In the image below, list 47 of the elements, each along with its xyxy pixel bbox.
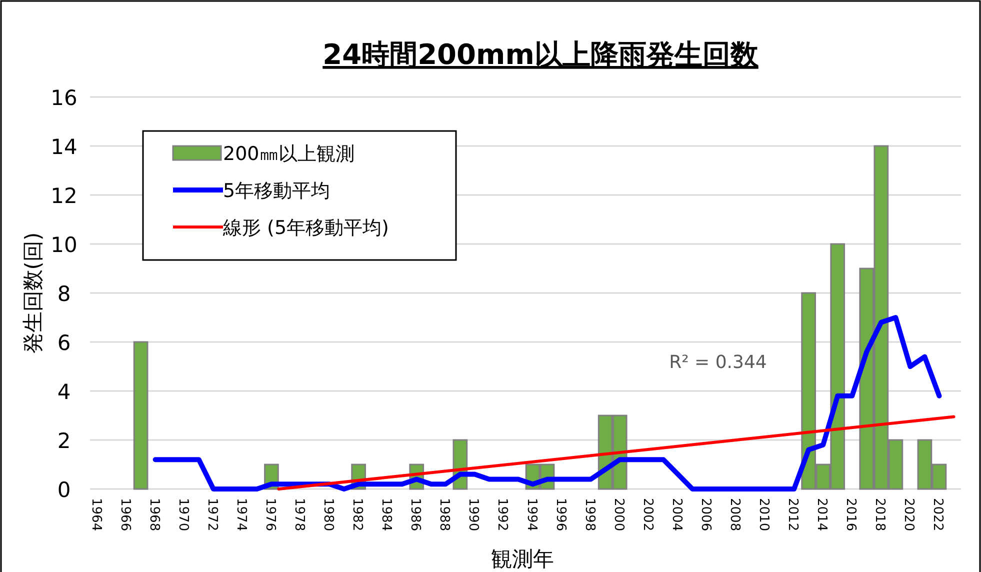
y-tick-label: 4 bbox=[57, 380, 71, 404]
x-tick-label: 1974 bbox=[233, 498, 248, 532]
y-tick-label: 6 bbox=[57, 331, 71, 355]
x-tick-label: 2000 bbox=[610, 498, 626, 532]
x-tick-label: 2010 bbox=[756, 498, 772, 532]
legend-label: 5年移動平均 bbox=[223, 180, 330, 202]
x-tick-label: 1966 bbox=[117, 498, 132, 532]
x-tick-label: 2008 bbox=[726, 498, 742, 532]
x-tick-label: 1990 bbox=[466, 498, 481, 532]
x-tick-label: 2002 bbox=[640, 498, 655, 532]
legend-label: 200㎜以上観測 bbox=[223, 143, 354, 165]
chart-title: 24時間200mm以上降雨発生回数 bbox=[322, 38, 760, 71]
x-tick-label: 1968 bbox=[146, 498, 162, 532]
x-tick-label: 1986 bbox=[408, 498, 423, 532]
x-axis-title: 観測年 bbox=[491, 547, 554, 571]
x-tick-label: 1992 bbox=[494, 498, 510, 532]
x-tick-label: 2020 bbox=[901, 498, 916, 532]
x-tick-label: 1978 bbox=[291, 498, 306, 532]
y-tick-label: 12 bbox=[50, 184, 78, 208]
y-tick-label: 2 bbox=[57, 429, 71, 453]
x-tick-label: 2022 bbox=[930, 498, 946, 532]
x-tick-label: 2006 bbox=[698, 498, 713, 532]
annotation: R² = 0.344 bbox=[669, 352, 767, 373]
y-tick-label: 8 bbox=[57, 282, 71, 306]
x-tick-label: 1994 bbox=[524, 498, 539, 532]
x-tick-label: 1980 bbox=[320, 498, 336, 532]
x-tick-label: 1970 bbox=[175, 498, 190, 532]
y-tick-label: 0 bbox=[57, 478, 71, 502]
x-tick-label: 1982 bbox=[350, 498, 365, 532]
x-tick-label: 2012 bbox=[785, 498, 800, 532]
bar bbox=[133, 341, 148, 490]
x-tick-label: 2004 bbox=[668, 498, 684, 532]
y-tick-label: 16 bbox=[50, 86, 78, 110]
x-tick-label: 2014 bbox=[814, 498, 830, 532]
x-tick-label: 1972 bbox=[204, 498, 220, 532]
y-tick-label: 10 bbox=[50, 233, 78, 257]
x-tick-label: 1998 bbox=[582, 498, 597, 532]
x-tick-label: 2016 bbox=[843, 498, 858, 532]
x-tick-label: 1984 bbox=[378, 498, 394, 532]
y-axis-title: 発生回数(回) bbox=[21, 232, 45, 354]
y-tick-label: 14 bbox=[50, 135, 78, 159]
x-tick-label: 1988 bbox=[436, 498, 452, 532]
legend-label: 線形 (5年移動平均) bbox=[222, 217, 389, 239]
x-tick-label: 1976 bbox=[262, 498, 278, 532]
x-tick-label: 2018 bbox=[872, 498, 888, 532]
x-tick-label: 1964 bbox=[88, 498, 104, 532]
x-tick-label: 1996 bbox=[552, 498, 568, 532]
